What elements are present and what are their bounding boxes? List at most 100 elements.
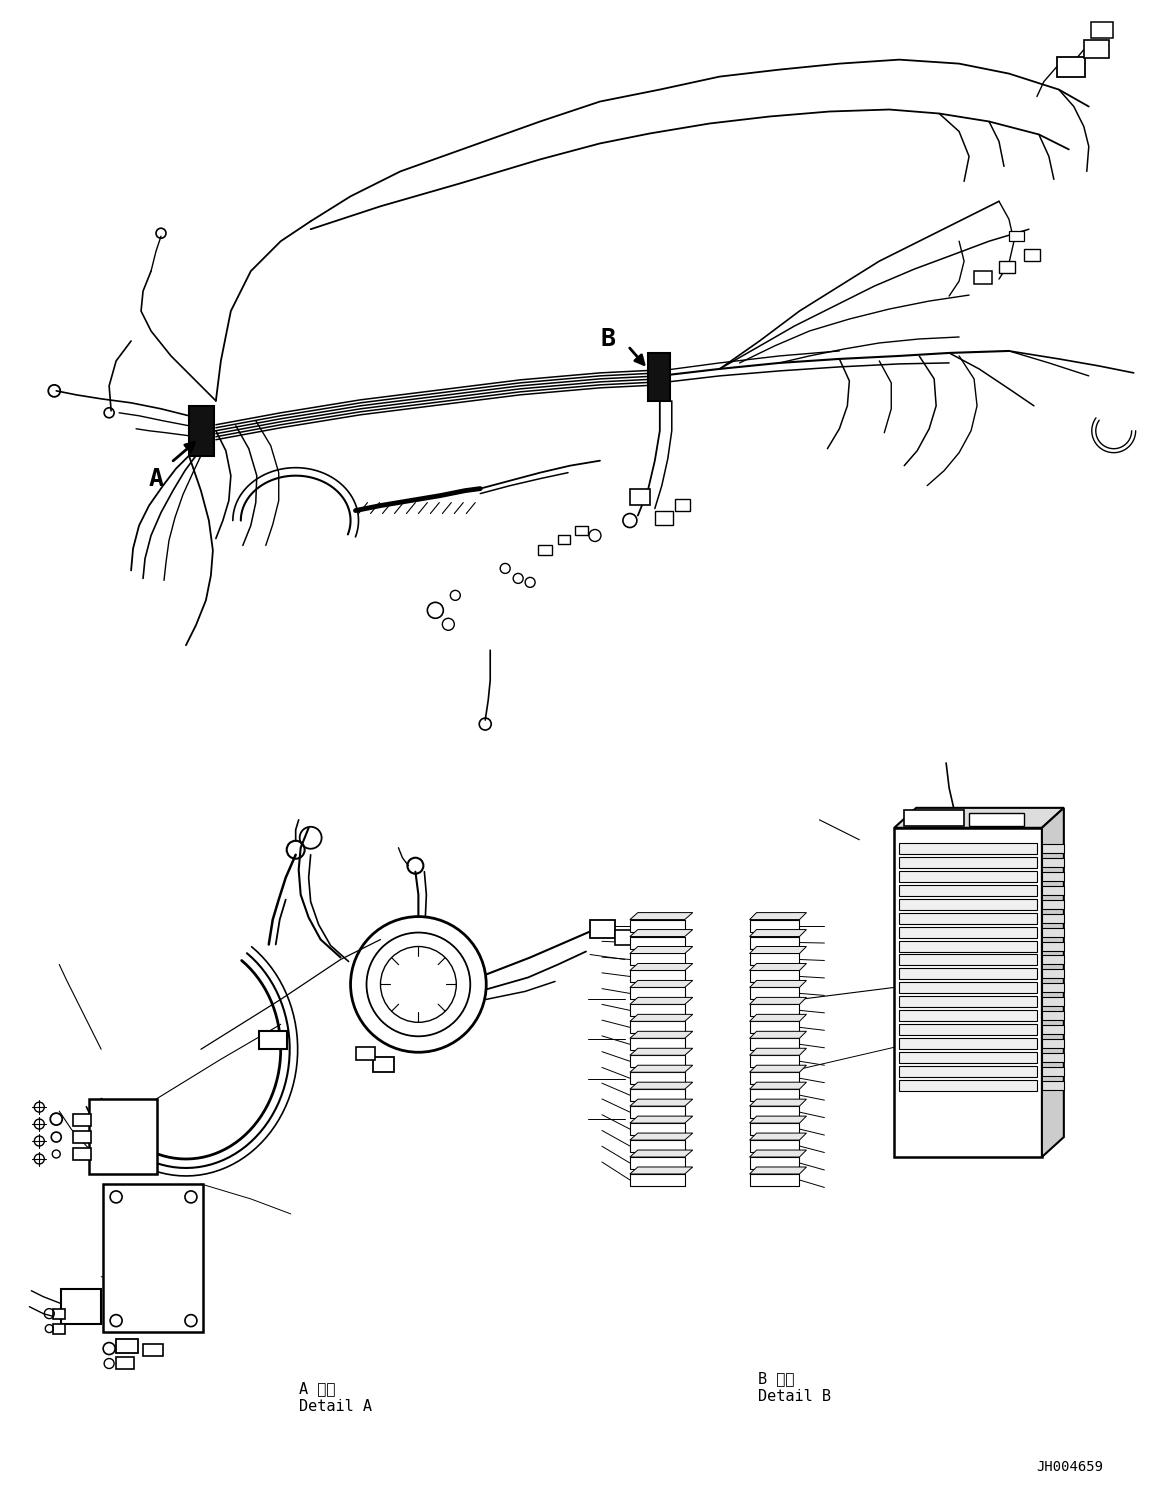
Polygon shape: [750, 1004, 799, 1016]
Bar: [899, 885, 1037, 896]
Bar: [53, 1308, 65, 1318]
Polygon shape: [630, 1048, 693, 1055]
Polygon shape: [630, 997, 693, 1004]
Bar: [899, 954, 1037, 966]
Bar: [1042, 984, 1064, 992]
Text: Detail B: Detail B: [757, 1388, 830, 1405]
Bar: [899, 842, 1037, 854]
Bar: [62, 1289, 101, 1324]
Text: JH004659: JH004659: [1036, 1460, 1104, 1475]
Polygon shape: [630, 1015, 693, 1021]
Polygon shape: [750, 1106, 799, 1117]
Polygon shape: [630, 930, 693, 936]
Polygon shape: [630, 963, 693, 970]
Bar: [1042, 955, 1064, 964]
Bar: [1042, 857, 1064, 866]
Polygon shape: [750, 912, 806, 920]
Bar: [899, 982, 1037, 994]
Polygon shape: [630, 1065, 693, 1073]
Polygon shape: [750, 1158, 799, 1170]
Polygon shape: [750, 1065, 806, 1073]
Bar: [1023, 248, 1040, 262]
Bar: [899, 870, 1037, 882]
Bar: [899, 1010, 1037, 1021]
Text: B 詳細: B 詳細: [757, 1370, 794, 1385]
Bar: [1042, 1025, 1064, 1034]
Bar: [630, 488, 650, 504]
Polygon shape: [894, 808, 1064, 827]
Bar: [356, 1048, 376, 1061]
Bar: [1042, 1067, 1064, 1076]
Polygon shape: [630, 954, 685, 966]
Bar: [899, 1067, 1037, 1077]
Polygon shape: [630, 1100, 693, 1106]
Bar: [899, 940, 1037, 951]
Bar: [648, 353, 670, 400]
Polygon shape: [750, 1132, 806, 1140]
Polygon shape: [630, 946, 693, 954]
Bar: [1042, 1012, 1064, 1021]
Bar: [899, 927, 1037, 937]
Polygon shape: [630, 1150, 693, 1158]
Bar: [53, 1324, 65, 1333]
Bar: [1084, 40, 1108, 58]
Bar: [904, 809, 964, 826]
Text: A: A: [149, 467, 164, 491]
Polygon shape: [630, 936, 685, 948]
Bar: [1009, 231, 1023, 241]
Bar: [1042, 1054, 1064, 1062]
Bar: [899, 997, 1037, 1007]
Polygon shape: [750, 1082, 806, 1089]
Polygon shape: [750, 1021, 799, 1033]
Bar: [372, 1058, 394, 1073]
Polygon shape: [750, 997, 806, 1004]
Polygon shape: [750, 1055, 799, 1067]
Bar: [73, 1131, 91, 1143]
Bar: [975, 271, 992, 284]
Polygon shape: [750, 1167, 806, 1174]
Bar: [899, 1080, 1037, 1091]
Polygon shape: [630, 1174, 685, 1186]
Polygon shape: [750, 1048, 806, 1055]
Bar: [104, 1184, 202, 1332]
Polygon shape: [750, 963, 806, 970]
Bar: [969, 812, 1023, 826]
Polygon shape: [630, 1082, 693, 1089]
Bar: [1042, 997, 1064, 1006]
Bar: [899, 1052, 1037, 1064]
Polygon shape: [630, 1031, 693, 1039]
Polygon shape: [750, 930, 806, 936]
Polygon shape: [750, 946, 806, 954]
Bar: [188, 406, 214, 455]
Text: A 詳細: A 詳細: [299, 1381, 335, 1396]
Bar: [143, 1344, 163, 1356]
Polygon shape: [750, 1031, 806, 1039]
Bar: [1042, 942, 1064, 951]
Polygon shape: [630, 1140, 685, 1152]
Bar: [1091, 22, 1113, 37]
Bar: [899, 1024, 1037, 1036]
Polygon shape: [630, 1116, 693, 1123]
Bar: [899, 1039, 1037, 1049]
Bar: [538, 546, 552, 555]
Polygon shape: [750, 1123, 799, 1135]
Polygon shape: [750, 920, 799, 931]
Polygon shape: [630, 912, 693, 920]
Polygon shape: [750, 936, 799, 948]
Polygon shape: [630, 1158, 685, 1170]
Bar: [1042, 885, 1064, 894]
Polygon shape: [630, 981, 693, 988]
Polygon shape: [750, 1015, 806, 1021]
Polygon shape: [630, 970, 685, 982]
Polygon shape: [630, 1106, 685, 1117]
Polygon shape: [630, 1132, 693, 1140]
Bar: [894, 827, 1042, 1158]
Bar: [615, 930, 637, 945]
Bar: [899, 899, 1037, 909]
Polygon shape: [750, 1073, 799, 1085]
Polygon shape: [750, 1116, 806, 1123]
Polygon shape: [630, 1089, 685, 1101]
Bar: [675, 498, 690, 510]
Polygon shape: [750, 1039, 799, 1051]
Bar: [90, 1100, 157, 1174]
